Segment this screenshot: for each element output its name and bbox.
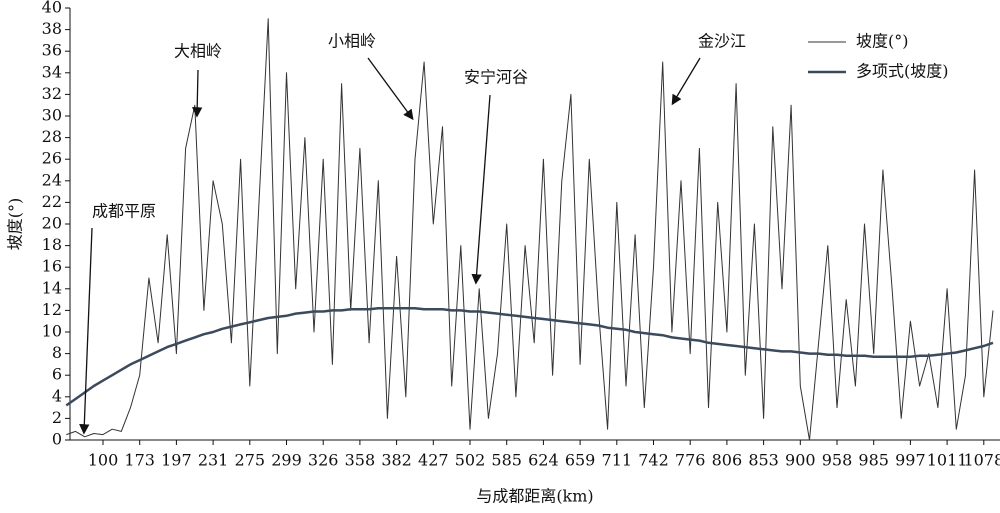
x-tick-label: 275 bbox=[235, 451, 266, 470]
y-tick-label: 36 bbox=[42, 41, 62, 60]
x-tick-label: 231 bbox=[198, 451, 229, 470]
x-tick-label: 958 bbox=[822, 451, 853, 470]
y-tick-label: 26 bbox=[42, 149, 62, 168]
x-tick-label: 382 bbox=[381, 451, 412, 470]
annotation: 金沙江 bbox=[698, 32, 746, 51]
legend-label: 多项式(坡度) bbox=[856, 62, 949, 81]
x-tick-label: 776 bbox=[675, 451, 706, 470]
y-tick-label: 34 bbox=[42, 62, 62, 81]
y-tick-label: 32 bbox=[42, 84, 62, 103]
y-tick-label: 22 bbox=[42, 192, 62, 211]
x-tick-label: 624 bbox=[528, 451, 559, 470]
y-tick-label: 12 bbox=[42, 300, 62, 319]
x-tick-label: 173 bbox=[124, 451, 155, 470]
y-tick-label: 6 bbox=[52, 365, 62, 384]
annotation-arrow bbox=[671, 57, 701, 106]
x-tick-label: 299 bbox=[271, 451, 302, 470]
y-tick-label: 14 bbox=[42, 278, 62, 297]
x-tick-label: 197 bbox=[161, 451, 192, 470]
y-axis-label: 坡度(°) bbox=[6, 198, 25, 251]
x-tick-label: 100 bbox=[88, 451, 119, 470]
x-tick-label: 900 bbox=[785, 451, 816, 470]
annotation: 大相岭 bbox=[174, 42, 222, 61]
x-tick-label: 358 bbox=[345, 451, 376, 470]
annotation-arrow bbox=[79, 227, 93, 435]
annotation-arrow bbox=[367, 57, 414, 121]
legend-label: 坡度(°) bbox=[856, 32, 909, 51]
x-tick-label: 585 bbox=[491, 451, 522, 470]
x-tick-label: 711 bbox=[602, 451, 633, 470]
x-tick-label: 502 bbox=[455, 451, 486, 470]
x-tick-label: 1011 bbox=[927, 451, 968, 470]
y-tick-label: 8 bbox=[52, 343, 62, 362]
y-tick-label: 16 bbox=[42, 257, 62, 276]
y-tick-label: 0 bbox=[52, 430, 62, 449]
x-tick-label: 1078 bbox=[963, 451, 1000, 470]
x-tick-label: 427 bbox=[418, 451, 449, 470]
y-tick-label: 20 bbox=[42, 214, 62, 233]
x-tick-label: 806 bbox=[712, 451, 743, 470]
annotation: 成都平原 bbox=[92, 202, 156, 221]
y-tick-label: 24 bbox=[42, 170, 62, 189]
y-tick-label: 10 bbox=[42, 322, 62, 341]
annotation: 安宁河谷 bbox=[464, 68, 528, 87]
annotation-arrow bbox=[471, 94, 491, 285]
x-axis-label: 与成都距离(km) bbox=[476, 487, 593, 506]
x-tick-label: 659 bbox=[565, 451, 596, 470]
y-tick-label: 40 bbox=[42, 0, 62, 17]
series-line bbox=[66, 18, 994, 441]
y-tick-label: 38 bbox=[42, 19, 62, 38]
y-tick-label: 30 bbox=[42, 106, 62, 125]
annotation: 小相岭 bbox=[328, 32, 376, 51]
annotation-arrow bbox=[191, 69, 203, 118]
y-tick-label: 28 bbox=[42, 127, 62, 146]
y-tick-label: 18 bbox=[42, 235, 62, 254]
x-tick-label: 742 bbox=[638, 451, 669, 470]
series-line bbox=[65, 306, 994, 407]
x-tick-label: 853 bbox=[748, 451, 779, 470]
x-tick-label: 985 bbox=[858, 451, 889, 470]
x-tick-label: 326 bbox=[308, 451, 339, 470]
y-tick-label: 2 bbox=[52, 408, 62, 427]
x-tick-label: 997 bbox=[895, 451, 926, 470]
y-tick-label: 4 bbox=[52, 386, 62, 405]
